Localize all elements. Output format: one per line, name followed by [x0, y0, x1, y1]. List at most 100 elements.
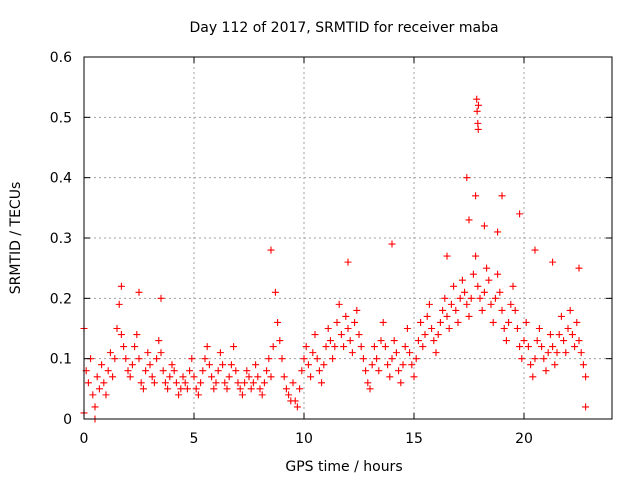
data-point: [544, 349, 552, 357]
data-point: [531, 355, 539, 363]
data-point: [474, 119, 482, 127]
data-point: [474, 282, 482, 290]
data-point: [399, 361, 407, 369]
data-point: [192, 385, 200, 393]
data-point: [280, 373, 288, 381]
data-point: [131, 343, 139, 351]
x-tick-label: 20: [515, 431, 533, 447]
data-point: [133, 331, 141, 339]
data-point: [219, 361, 227, 369]
data-point: [177, 385, 185, 393]
data-point: [566, 306, 574, 314]
data-point: [135, 288, 143, 296]
y-tick-label: 0.4: [50, 171, 72, 187]
data-point: [388, 240, 396, 248]
data-point: [406, 349, 414, 357]
data-point: [236, 385, 244, 393]
data-point: [408, 361, 416, 369]
x-tick-label: 10: [295, 431, 313, 447]
data-point: [375, 367, 383, 375]
data-point: [186, 367, 194, 375]
data-point: [412, 355, 420, 363]
data-point: [555, 331, 563, 339]
data-point: [516, 343, 524, 351]
data-point: [498, 306, 506, 314]
data-point: [533, 337, 541, 345]
data-point: [199, 367, 207, 375]
data-point: [212, 379, 220, 387]
data-point: [443, 252, 451, 260]
data-point: [269, 343, 277, 351]
data-point: [513, 325, 521, 332]
data-point: [245, 373, 253, 381]
data-point: [214, 367, 222, 375]
data-point: [315, 367, 323, 375]
data-point: [474, 125, 482, 133]
data-point: [227, 361, 235, 369]
data-point: [357, 343, 365, 351]
data-point: [436, 318, 444, 326]
data-point: [113, 325, 121, 332]
data-point: [144, 349, 152, 357]
data-point: [489, 318, 497, 326]
data-point: [179, 373, 187, 381]
data-point: [265, 355, 273, 363]
data-point: [135, 355, 143, 363]
data-point: [243, 367, 251, 375]
data-point: [304, 361, 312, 369]
y-tick-label: 0.2: [50, 291, 72, 307]
data-point: [322, 343, 330, 351]
data-point: [146, 361, 154, 369]
data-point: [582, 403, 590, 411]
data-point: [359, 355, 367, 363]
data-point: [249, 379, 257, 387]
data-point: [472, 252, 480, 260]
data-point: [410, 373, 418, 381]
x-axis-label: GPS time / hours: [285, 459, 402, 475]
data-point: [353, 306, 361, 314]
y-tick-label: 0.5: [50, 110, 72, 126]
data-point: [443, 312, 451, 320]
data-point: [428, 325, 436, 332]
data-point: [485, 276, 493, 284]
data-point: [260, 379, 268, 387]
data-point: [401, 343, 409, 351]
data-point: [473, 95, 481, 103]
data-point: [344, 325, 352, 332]
data-point: [522, 318, 530, 326]
data-point: [364, 379, 372, 387]
data-points: [80, 95, 590, 423]
data-point: [153, 355, 161, 363]
data-point: [320, 361, 328, 369]
data-point: [531, 246, 539, 254]
data-point: [414, 337, 422, 345]
data-point: [511, 306, 519, 314]
data-point: [128, 361, 136, 369]
data-point: [278, 355, 286, 363]
data-point: [518, 355, 526, 363]
data-point: [157, 349, 165, 357]
data-point: [439, 306, 447, 314]
data-point: [293, 403, 301, 411]
data-point: [188, 355, 196, 363]
data-point: [562, 349, 570, 357]
data-point: [568, 331, 576, 339]
data-point: [397, 379, 405, 387]
data-point: [564, 325, 572, 332]
data-point: [452, 306, 460, 314]
data-point: [474, 101, 482, 109]
data-point: [102, 391, 110, 399]
data-point: [551, 361, 559, 369]
data-point: [476, 294, 484, 302]
data-point: [571, 343, 579, 351]
data-point: [296, 385, 304, 393]
data-point: [111, 355, 119, 363]
data-point: [159, 367, 167, 375]
data-point: [183, 385, 191, 393]
data-point: [577, 349, 585, 357]
data-point: [337, 331, 345, 339]
data-point: [166, 373, 174, 381]
data-point: [201, 355, 209, 363]
data-point: [480, 288, 488, 296]
